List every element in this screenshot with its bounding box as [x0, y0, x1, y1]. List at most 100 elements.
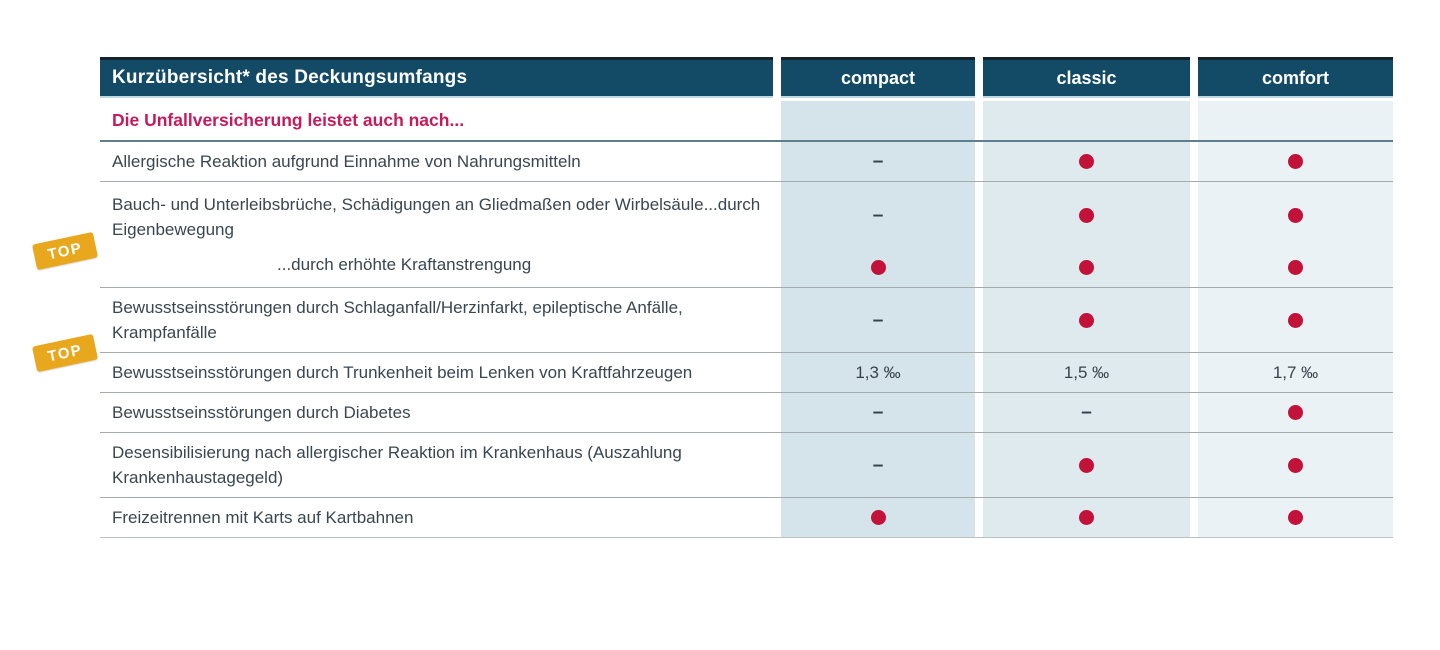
feature-label: Bewusstseinsstörungen durch Diabetes [112, 403, 411, 422]
value-slot: – [781, 288, 975, 352]
column-header-classic: classic [983, 57, 1190, 98]
value-slot: – [781, 142, 975, 181]
table-row: Bewusstseinsstörungen durch Schlaganfall… [100, 287, 1393, 352]
value-slot [1198, 433, 1393, 497]
value-cell-comfort [1198, 182, 1393, 287]
covered-dot-icon [1288, 260, 1303, 275]
covered-dot-icon [1079, 510, 1094, 525]
value-cell-compact: – [781, 182, 975, 287]
subtitle-spacer-comfort [1198, 101, 1393, 140]
table-row: Allergische Reaktion aufgrund Einnahme v… [100, 142, 1393, 181]
value-slot: – [983, 393, 1190, 432]
value-cell-compact: – [781, 393, 975, 432]
covered-dot-icon [1079, 207, 1094, 223]
value-cell-classic [983, 288, 1190, 352]
value-slot [983, 182, 1190, 248]
column-header-comfort: comfort [1198, 57, 1393, 98]
table-body: Allergische Reaktion aufgrund Einnahme v… [100, 142, 1393, 538]
value-cell-comfort [1198, 433, 1393, 497]
value-cell-classic [983, 433, 1190, 497]
value-cell-classic [983, 182, 1190, 287]
column-header-compact: compact [781, 57, 975, 98]
not-covered-dash: – [872, 454, 884, 476]
table-row: Bauch- und Unterleibsbrüche, Schädigunge… [100, 181, 1393, 287]
value-cell-classic: 1,5 ‰ [983, 353, 1190, 392]
feature-label: Bewusstseinsstörungen durch Trunkenheit … [112, 363, 693, 382]
covered-dot-icon [1288, 405, 1303, 420]
covered-dot-icon [1288, 510, 1303, 525]
feature-label: Desensibilisierung nach allergischer Rea… [112, 443, 682, 487]
value-cell-comfort [1198, 142, 1393, 181]
value-slot: – [781, 182, 975, 248]
value-text: 1,3 ‰ [855, 362, 901, 382]
not-covered-dash: – [1081, 402, 1092, 423]
feature-label-cell: Desensibilisierung nach allergischer Rea… [100, 433, 773, 497]
table-row: Freizeitrennen mit Karts auf Kartbahnen [100, 497, 1393, 537]
feature-label: Allergische Reaktion aufgrund Einnahme v… [112, 152, 581, 171]
value-slot [983, 433, 1190, 497]
value-slot [1198, 142, 1393, 181]
table-title: Kurzübersicht* des Deckungsumfangs [100, 57, 773, 98]
value-slot: 1,7 ‰ [1198, 353, 1393, 392]
feature-label: Bauch- und Unterleibsbrüche, Schädigunge… [112, 195, 761, 239]
value-cell-compact: – [781, 433, 975, 497]
not-covered-dash: – [872, 204, 884, 226]
subtitle-spacer-compact [781, 101, 975, 140]
value-cell-classic [983, 142, 1190, 181]
covered-dot-icon [1079, 154, 1094, 169]
covered-dot-icon [1288, 207, 1303, 223]
table-header-row: Kurzübersicht* des Deckungsumfangs compa… [100, 57, 1393, 98]
covered-dot-icon [870, 510, 886, 525]
value-slot [983, 248, 1190, 287]
value-slot [1198, 393, 1393, 432]
covered-dot-icon [1288, 312, 1303, 328]
top-badge: TOP [31, 231, 99, 271]
value-slot: 1,5 ‰ [983, 353, 1190, 392]
top-badge-label: TOP [46, 341, 84, 365]
coverage-table: Kurzübersicht* des Deckungsumfangs compa… [100, 57, 1393, 538]
not-covered-dash: – [872, 151, 884, 172]
not-covered-dash: – [872, 402, 884, 423]
value-slot: – [781, 393, 975, 432]
value-slot: 1,3 ‰ [781, 353, 975, 392]
top-badge: TOP [31, 333, 99, 373]
subtitle-spacer-classic [983, 101, 1190, 140]
top-badge-label: TOP [46, 239, 84, 263]
feature-label-cell: Bewusstseinsstörungen durch Diabetes [100, 393, 773, 432]
value-cell-comfort [1198, 498, 1393, 537]
value-cell-compact: – [781, 288, 975, 352]
table-subtitle-row: Die Unfallversicherung leistet auch nach… [100, 101, 1393, 142]
value-cell-comfort: 1,7 ‰ [1198, 353, 1393, 392]
value-slot [983, 498, 1190, 537]
value-cell-compact [781, 498, 975, 537]
table-row: Bewusstseinsstörungen durch Trunkenheit … [100, 352, 1393, 392]
feature-label-cell: Allergische Reaktion aufgrund Einnahme v… [100, 142, 773, 181]
value-text: 1,7 ‰ [1272, 362, 1319, 382]
value-cell-compact: 1,3 ‰ [781, 353, 975, 392]
value-slot [1198, 182, 1393, 248]
value-text: 1,5 ‰ [1063, 362, 1110, 382]
value-cell-compact: – [781, 142, 975, 181]
covered-dot-icon [1288, 457, 1303, 473]
not-covered-dash: – [872, 309, 884, 331]
covered-dot-icon [870, 260, 886, 275]
value-cell-classic: – [983, 393, 1190, 432]
feature-label-cell: Freizeitrennen mit Karts auf Kartbahnen [100, 498, 773, 537]
value-slot [781, 498, 975, 537]
feature-label: Freizeitrennen mit Karts auf Kartbahnen [112, 508, 414, 527]
covered-dot-icon [1079, 260, 1094, 275]
feature-sublabel: ...durch erhöhte Kraftanstrengung [277, 255, 532, 274]
feature-label-cell: Bewusstseinsstörungen durch Schlaganfall… [100, 288, 773, 352]
value-slot [1198, 248, 1393, 287]
value-slot [1198, 498, 1393, 537]
feature-label-cell: Bauch- und Unterleibsbrüche, Schädigunge… [100, 182, 773, 287]
covered-dot-icon [1288, 154, 1303, 169]
table-row: Bewusstseinsstörungen durch Diabetes – – [100, 392, 1393, 432]
covered-dot-icon [1079, 312, 1094, 328]
value-slot [983, 142, 1190, 181]
value-slot [983, 288, 1190, 352]
covered-dot-icon [1079, 457, 1094, 473]
feature-label: Bewusstseinsstörungen durch Schlaganfall… [112, 298, 683, 342]
table-row: Desensibilisierung nach allergischer Rea… [100, 432, 1393, 497]
value-cell-comfort [1198, 288, 1393, 352]
